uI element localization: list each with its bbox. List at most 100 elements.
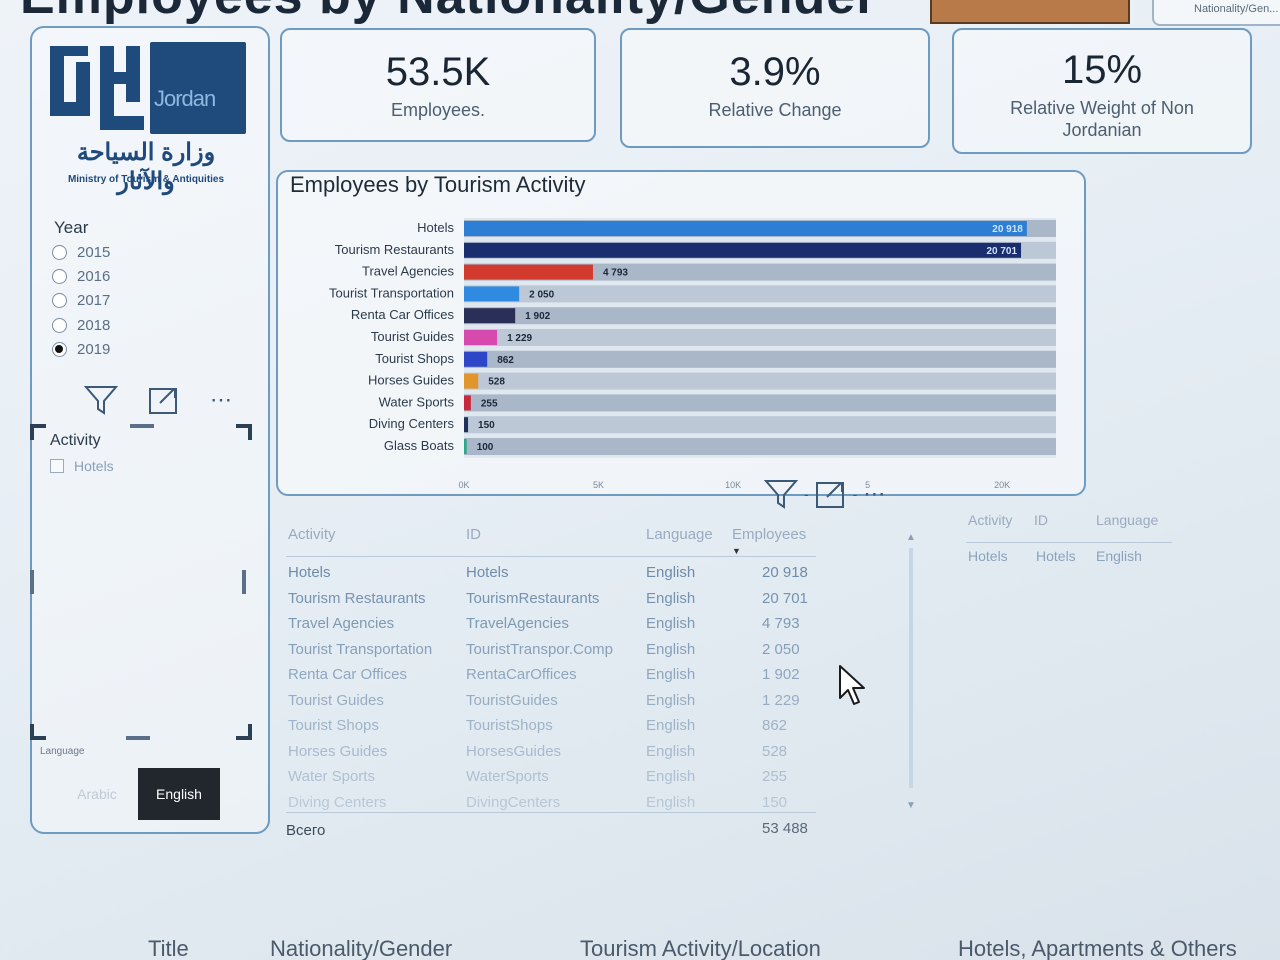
bar-track	[464, 329, 1056, 346]
bar-track	[464, 372, 1056, 390]
category-label: Travel Agencies	[362, 264, 455, 279]
kpi-label: Employees.	[390, 100, 486, 120]
category-label: Hotels	[417, 220, 454, 235]
bar	[464, 351, 488, 367]
kpi-card-employees: 53.5K Employees.	[280, 28, 596, 142]
bar-track	[464, 307, 1056, 325]
table-scrollbar[interactable]: ▲ ▼	[906, 532, 916, 816]
cell-employees: 20 918	[762, 564, 808, 581]
cell-activity: Renta Car Offices	[288, 666, 407, 683]
table-row[interactable]: Horses Guides HorsesGuides English 528	[286, 743, 816, 768]
logo-english-name: Ministry of Tourism & Antiquities	[67, 174, 225, 185]
filter-icon[interactable]	[84, 384, 118, 416]
cell-id: TouristShops	[466, 717, 553, 734]
column-header-activity[interactable]: Activity	[968, 512, 1013, 528]
scroll-down-icon[interactable]: ▼	[906, 800, 916, 811]
year-option-2018[interactable]: 2018	[52, 317, 110, 334]
data-label: 20 701	[986, 246, 1017, 257]
filter-icon[interactable]	[764, 478, 798, 510]
data-label: 20 918	[992, 224, 1023, 235]
cell-id: TravelAgencies	[466, 615, 569, 632]
year-option-2017[interactable]: 2017	[52, 292, 110, 309]
cell-activity: Tourism Restaurants	[288, 589, 426, 607]
cell-language: English	[646, 691, 696, 709]
page-tab-hotels-apartments[interactable]: Hotels, Apartments & Others	[958, 936, 1237, 960]
resize-handle[interactable]	[126, 736, 150, 740]
table-row[interactable]: Renta Car Offices RentaCarOffices English 1…	[286, 666, 816, 691]
logo-arabic-name: وزارة السياحة والآثار	[76, 139, 216, 195]
employees-by-activity-chart: Hotels 20 918 Tourism Restaurants 20 701 Tra…	[329, 218, 1056, 490]
checkbox-icon[interactable]	[50, 459, 64, 473]
header-divider	[286, 556, 816, 557]
table-row[interactable]: Diving Centers DivingCenters English 150	[286, 794, 816, 819]
more-options-icon[interactable]: ⋯	[863, 481, 886, 506]
cell-language: English	[646, 666, 696, 683]
language-button-english[interactable]: English	[138, 768, 220, 820]
year-option-2015[interactable]: 2015	[52, 244, 110, 261]
cell-activity: Diving Centers	[288, 793, 387, 811]
cell-activity: Travel Agencies	[288, 615, 395, 632]
bar	[464, 221, 1027, 236]
year-option-2019[interactable]: 2019	[52, 341, 110, 358]
category-label: Renta Car Offices	[351, 307, 455, 322]
focus-mode-icon[interactable]	[148, 385, 180, 415]
table-row[interactable]: Water Sports WaterSports English 255	[286, 768, 816, 793]
year-option-2016[interactable]: 2016	[52, 268, 110, 285]
page-tab-title[interactable]: Title	[148, 936, 189, 960]
sort-descending-icon[interactable]: ▼	[732, 546, 741, 556]
scroll-thumb[interactable]	[909, 548, 913, 788]
cell-language: English	[646, 640, 696, 658]
chart-title: Employees by Tourism Activity	[290, 172, 586, 197]
bar-track	[464, 263, 1056, 281]
activity-slicer: Activity Hotels	[30, 424, 252, 740]
resize-handle[interactable]	[30, 570, 34, 594]
column-header-id[interactable]: ID	[1034, 512, 1048, 528]
resize-handle[interactable]	[130, 424, 154, 428]
data-label: 4 793	[603, 268, 628, 279]
cell-activity: Horses Guides	[288, 742, 388, 760]
scroll-up-icon[interactable]: ▲	[906, 532, 916, 543]
table-row[interactable]: Tourism Restaurants TourismRestaurants Eng…	[286, 590, 816, 615]
cell-employees: 1 229	[762, 691, 800, 709]
ministry-logo: Jordan وزارة السياحة والآثار Ministry of…	[46, 42, 246, 195]
category-label: Tourist Shops	[375, 351, 454, 366]
radio-icon[interactable]	[52, 245, 67, 260]
radio-selected-icon[interactable]	[52, 342, 67, 357]
table-row[interactable]: Tourist Shops TouristShops English 862	[286, 717, 816, 742]
page-tab-nationality-gender[interactable]: Nationality/Gender	[270, 936, 453, 960]
column-header-employees[interactable]: Employees	[732, 526, 807, 543]
table-row[interactable]: Travel Agencies TravelAgencies English 4 79…	[286, 615, 816, 640]
cell-employees: 255	[762, 768, 788, 785]
cell-language: English	[646, 564, 696, 581]
activity-option-hotels[interactable]: Hotels	[50, 458, 114, 474]
table-row[interactable]: Tourist Guides TouristGuides English 1 229	[286, 692, 816, 717]
page-tab-tourism-activity[interactable]: Tourism Activity/Location	[580, 936, 821, 960]
radio-icon[interactable]	[52, 318, 67, 333]
cell-employees: 2 050	[762, 640, 800, 658]
column-header-id[interactable]: ID	[466, 526, 481, 543]
bar	[464, 417, 469, 433]
language-slicer-title: Language	[40, 746, 85, 757]
radio-icon[interactable]	[52, 269, 67, 284]
total-value: 53 488	[762, 820, 808, 837]
bar	[464, 373, 479, 389]
cell-activity: Tourist Shops	[288, 717, 379, 734]
category-label: Water Sports	[379, 394, 455, 409]
more-options-icon[interactable]: ⋯	[210, 387, 232, 412]
cell-language: English	[1096, 548, 1142, 564]
cell-employees: 1 902	[762, 666, 800, 683]
table-row[interactable]: Tourist Transportation TouristTranspor.Co…	[286, 641, 816, 666]
category-label: Horses Guides	[368, 373, 454, 388]
column-header-activity[interactable]: Activity	[288, 526, 336, 543]
table-row[interactable]: Hotels Hotels English 20 918	[286, 564, 816, 589]
bar-track	[464, 394, 1056, 412]
activity-slicer-title: Activity	[50, 432, 101, 449]
radio-icon[interactable]	[52, 293, 67, 308]
nav-button-nationality[interactable]: Nationality/Gen...	[1152, 0, 1280, 26]
resize-handle[interactable]	[242, 570, 246, 594]
column-header-language[interactable]: Language	[1096, 512, 1159, 528]
language-button-arabic[interactable]: Arabic	[77, 786, 117, 802]
cell-activity: Hotels	[968, 548, 1008, 564]
column-header-language[interactable]: Language	[646, 526, 713, 543]
focus-mode-icon[interactable]	[815, 479, 847, 509]
